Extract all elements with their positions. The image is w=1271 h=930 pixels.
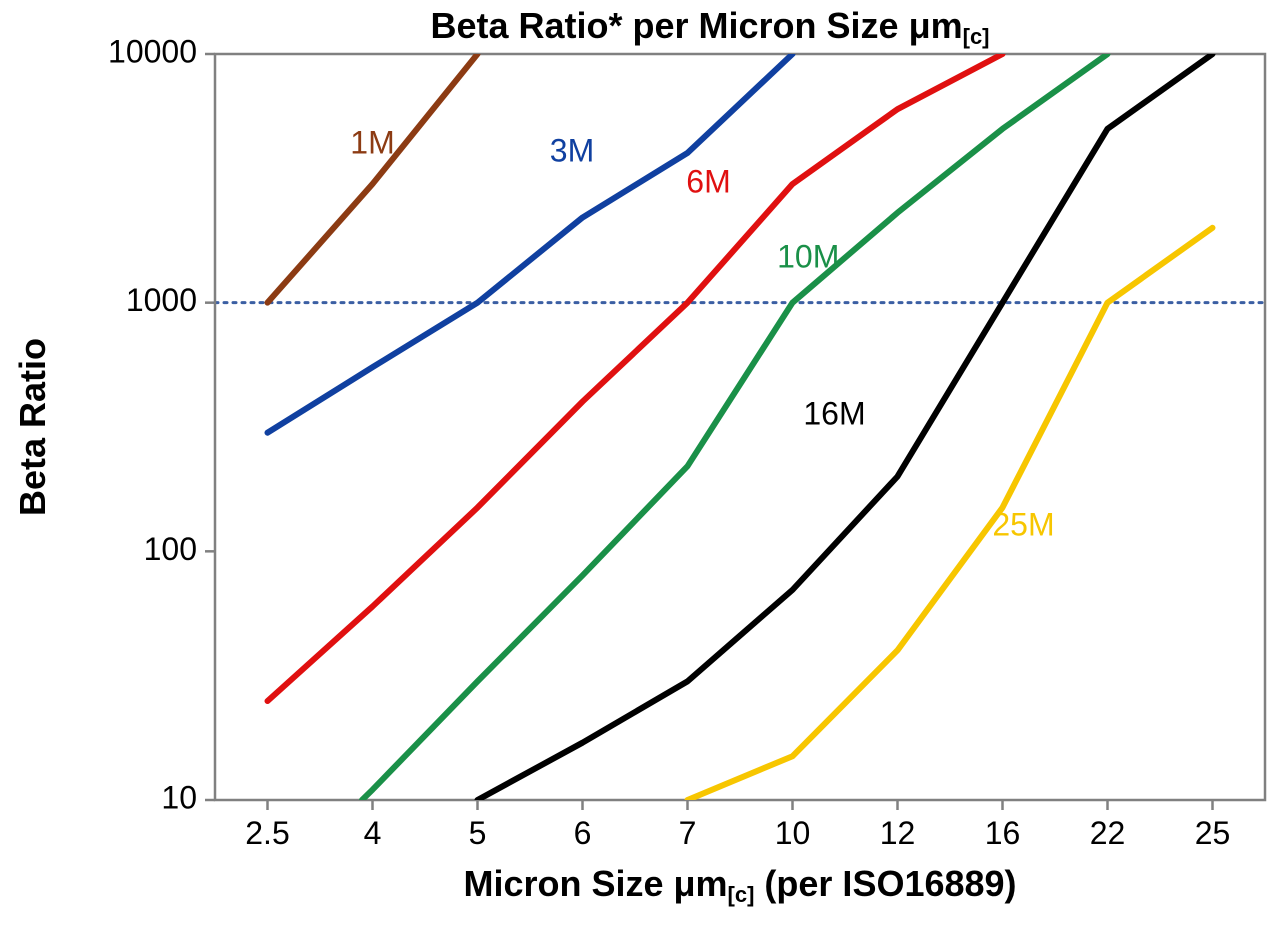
y-tick-label: 10000 (108, 33, 197, 69)
series-label-1M: 1M (350, 125, 394, 161)
series-label-25M: 25M (992, 507, 1054, 543)
x-tick-label: 4 (364, 815, 382, 851)
x-axis-label: Micron Size μm[c] (per ISO16889) (463, 863, 1016, 907)
series-line-10M (362, 54, 1108, 800)
x-tick-label: 22 (1090, 815, 1126, 851)
chart-title: Beta Ratio* per Micron Size μm[c] (430, 5, 989, 49)
x-tick-label: 10 (775, 815, 811, 851)
y-tick-label: 1000 (126, 282, 197, 318)
y-tick-label: 10 (161, 779, 197, 815)
series-line-3M (268, 54, 793, 433)
series-label-6M: 6M (686, 163, 730, 199)
y-axis-label: Beta Ratio (12, 338, 53, 516)
series-line-1M (268, 54, 478, 303)
x-tick-label: 12 (880, 815, 916, 851)
series-label-3M: 3M (550, 132, 594, 168)
chart-svg: 10 100 1000 10000 2.5 4 5 6 7 10 12 16 22 25 1M 3M 6M 10M… (0, 0, 1271, 930)
x-tick-label: 6 (574, 815, 592, 851)
series-label-10M: 10M (777, 238, 839, 274)
x-tick-label: 16 (985, 815, 1021, 851)
series-line-25M (688, 228, 1213, 800)
x-tick-label: 7 (679, 815, 697, 851)
x-tick-label: 25 (1195, 815, 1231, 851)
x-tick-label: 2.5 (245, 815, 289, 851)
x-tick-label: 5 (469, 815, 487, 851)
beta-ratio-chart: 10 100 1000 10000 2.5 4 5 6 7 10 12 16 22 25 1M 3M 6M 10M… (0, 0, 1271, 930)
plot-border (215, 54, 1265, 800)
y-tick-label: 100 (144, 531, 197, 567)
series-label-16M: 16M (803, 395, 865, 431)
